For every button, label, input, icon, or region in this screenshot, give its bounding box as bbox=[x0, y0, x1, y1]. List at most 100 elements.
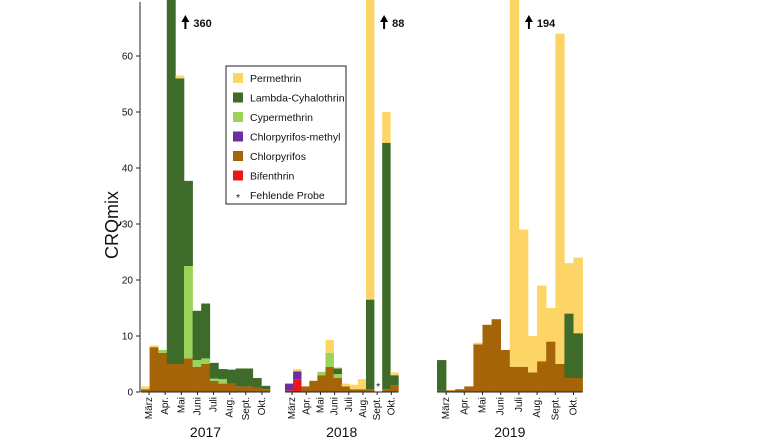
bar-segment-chlorpyrifos bbox=[528, 372, 538, 392]
bar-segment-bifenthrin bbox=[293, 379, 302, 392]
bar-segment-chlorpyrifos bbox=[573, 378, 583, 392]
bar-segment-lambda-cyhalothrin bbox=[390, 375, 399, 386]
x-axis: März Apr. Mai Juni Juli Aug. Sept. Okt.2017März… bbox=[141, 391, 583, 440]
legend-box bbox=[225, 65, 347, 205]
bar-segment-chlorpyrifos bbox=[564, 378, 574, 392]
bar-segment-chlorpyrifos bbox=[141, 389, 150, 392]
bar-segment-chlorpyrifos bbox=[482, 324, 492, 392]
bar-segment-lambda-cyhalothrin bbox=[252, 378, 262, 388]
y-tick-label: 0 bbox=[127, 388, 133, 399]
year-label-2018: 2018 bbox=[326, 424, 357, 440]
bar-segment-permethrin bbox=[546, 308, 556, 342]
bar-segment-bifenthrin bbox=[285, 390, 294, 392]
bar-segment-chlorpyrifos bbox=[500, 350, 511, 392]
y-axis: 0 10 20 30 40 50 60 bbox=[122, 2, 141, 399]
y-tick-label: 40 bbox=[122, 164, 134, 175]
x-tick-label: Sept. bbox=[372, 397, 383, 420]
bar-segment-chlorpyrifos bbox=[390, 385, 399, 392]
bar-segment-permethrin bbox=[141, 386, 150, 390]
x-tick-label: Mai bbox=[478, 397, 489, 413]
bar-segment-permethrin bbox=[509, 0, 520, 367]
bar-segment-chlorpyrifos bbox=[201, 364, 211, 392]
bar-segment-permethrin bbox=[573, 257, 583, 334]
legend-swatch bbox=[233, 73, 243, 83]
bar-segment-permethrin bbox=[390, 372, 399, 376]
bar-segment-cypermethrin bbox=[209, 378, 219, 381]
x-tick-label: Mai bbox=[315, 397, 326, 413]
legend-label: Permethrin bbox=[250, 73, 302, 85]
x-tick-label: Juni bbox=[496, 397, 507, 415]
y-tick-label: 30 bbox=[122, 220, 134, 231]
bar-segment-chlorpyrifos bbox=[491, 319, 501, 392]
legend-label: Chlorpyrifos bbox=[250, 151, 306, 163]
legend-label: Bifenthrin bbox=[250, 171, 295, 183]
bar-segment-cypermethrin bbox=[317, 371, 326, 376]
legend-label: Lambda-Cyhalothrin bbox=[250, 93, 345, 105]
y-axis-title: CRQmix bbox=[102, 191, 122, 259]
bar-segment-chlorpyrifos bbox=[555, 364, 565, 392]
bar-segment-chlorpyrifos bbox=[244, 386, 254, 392]
x-tick-label: Aug. bbox=[225, 397, 236, 418]
legend-swatch bbox=[233, 151, 243, 161]
overflow-value-label: 88 bbox=[392, 18, 404, 30]
x-tick-label: März bbox=[441, 397, 452, 419]
legend-swatch bbox=[233, 131, 243, 142]
bar-segment-chlorpyrifos bbox=[518, 366, 529, 392]
bar-segment-chlorpyrifos bbox=[446, 390, 456, 392]
year-label-2017: 2017 bbox=[190, 424, 221, 440]
missing-sample-marker: * bbox=[376, 381, 380, 393]
bar-segment-permethrin bbox=[349, 384, 359, 390]
bar-segment-lambda-cyhalothrin bbox=[244, 368, 254, 387]
bar-segment-cypermethrin bbox=[333, 374, 342, 378]
bar-segment-lambda-cyhalothrin bbox=[382, 142, 391, 390]
bar-segment-chlorpyrifos bbox=[261, 389, 271, 392]
x-tick-label: Okt. bbox=[569, 397, 580, 415]
bar-segment-lambda-cyhalothrin bbox=[564, 313, 574, 378]
bar-segment-chlorpyrifos bbox=[473, 344, 483, 392]
bar-segment-lambda-cyhalothrin bbox=[333, 368, 342, 375]
bar-segment-chlorpyrifos bbox=[149, 347, 159, 392]
bar-segment-chlorpyrifos bbox=[464, 386, 474, 392]
bar-segment-chlorpyrifos bbox=[309, 380, 318, 392]
bar-segment-chlorpyrifos bbox=[325, 366, 334, 392]
x-tick-label: Sept. bbox=[550, 397, 561, 420]
bar-segment-lambda-cyhalothrin bbox=[261, 385, 271, 390]
year-label-2019: 2019 bbox=[494, 424, 525, 440]
bar-segment-chlorpyrifos bbox=[382, 389, 391, 392]
x-tick-label: Apr. bbox=[301, 397, 312, 415]
bar-segment-chlorpyrifos bbox=[184, 358, 193, 392]
bar-segment-permethrin bbox=[564, 263, 574, 314]
x-tick-label: Sept. bbox=[241, 397, 252, 420]
overflow-arrowhead bbox=[181, 15, 190, 22]
overflow-value-label: 194 bbox=[537, 18, 556, 30]
bar-segment-chlorpyrifos bbox=[366, 389, 375, 392]
bar-segment-chlorpyrifos bbox=[192, 366, 202, 392]
bar-segment-chlorpyrifos bbox=[509, 366, 520, 392]
x-tick-label: Juli bbox=[514, 397, 525, 412]
bar-segment-cypermethrin bbox=[325, 352, 334, 367]
legend-label: Cypermethrin bbox=[250, 112, 313, 124]
bar-segment-chlorpyrifos bbox=[158, 352, 168, 392]
bar-segment-chlorpyrifos-methyl bbox=[285, 383, 294, 391]
x-tick-label: Okt. bbox=[386, 397, 397, 415]
overflow-arrowhead bbox=[524, 15, 533, 22]
bar-segment-permethrin bbox=[149, 345, 159, 348]
overflow-arrowhead bbox=[380, 15, 389, 22]
bar-segment-permethrin bbox=[473, 342, 483, 345]
legend-swatch bbox=[233, 170, 243, 181]
bar-segment-chlorpyrifos bbox=[166, 364, 176, 392]
x-tick-label: Apr. bbox=[459, 397, 470, 415]
bar-segment-chlorpyrifos bbox=[252, 387, 262, 392]
bar-segment-lambda-cyhalothrin bbox=[366, 299, 375, 390]
legend-star-symbol: * bbox=[236, 192, 240, 204]
bar-segment-chlorpyrifos bbox=[546, 341, 556, 392]
bar-segment-lambda-cyhalothrin bbox=[209, 362, 219, 379]
bar-segment-cypermethrin bbox=[201, 358, 211, 364]
y-tick-label: 60 bbox=[122, 52, 134, 63]
x-tick-label: März bbox=[287, 397, 298, 419]
y-tick-label: 10 bbox=[122, 332, 134, 343]
x-tick-label: Apr. bbox=[160, 397, 171, 415]
bar-segment-permethrin bbox=[325, 339, 334, 353]
legend-swatch bbox=[233, 92, 243, 103]
